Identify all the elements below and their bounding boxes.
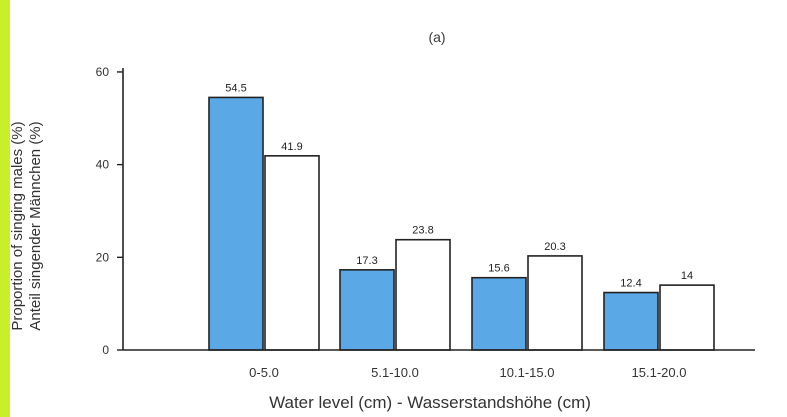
y-axis-title-german: Anteil singender Männchen (%) (27, 121, 44, 330)
bar-filled-2 (339, 269, 395, 351)
bar-open-1 (264, 155, 320, 351)
data-label: 15.6 (488, 263, 509, 275)
data-label: 20.3 (544, 241, 565, 253)
accent-side-strip (0, 0, 10, 417)
data-label: 41.9 (281, 141, 302, 153)
bar-filled-3 (471, 276, 527, 351)
x-axis-title: Water level (cm) - Wasserstandshöhe (cm) (269, 393, 591, 412)
x-category-label: 5.1-10.0 (371, 365, 419, 380)
bar-filled-4 (603, 291, 659, 351)
bar-open-3 (527, 255, 583, 351)
data-label: 54.5 (225, 82, 246, 94)
bars-group: 54.5 41.9 17.3 23.8 15.6 20.3 12.4 14 (208, 82, 715, 351)
bar-open-4 (659, 284, 715, 351)
y-tick-label: 20 (96, 250, 110, 264)
x-category-label: 0-5.0 (249, 365, 279, 380)
y-axis-ticks: 0 20 40 60 (96, 65, 123, 357)
x-category-label: 15.1-20.0 (632, 365, 687, 380)
bar-filled-1 (208, 96, 264, 351)
bar-open-2 (395, 238, 451, 351)
x-axis-category-labels: 0-5.0 5.1-10.0 10.1-15.0 15.1-20.0 (249, 365, 686, 380)
y-tick-label: 60 (96, 65, 110, 79)
chart-title: (a) (428, 29, 445, 45)
data-label: 14 (681, 270, 693, 282)
data-label: 12.4 (620, 278, 641, 290)
y-tick-label: 40 (96, 158, 110, 172)
data-label: 17.3 (356, 255, 377, 267)
y-axis-title-english: Proportion of singing males (%) (9, 121, 26, 330)
y-tick-label: 0 (102, 343, 109, 357)
x-category-label: 10.1-15.0 (500, 365, 555, 380)
data-label: 23.8 (412, 225, 433, 237)
